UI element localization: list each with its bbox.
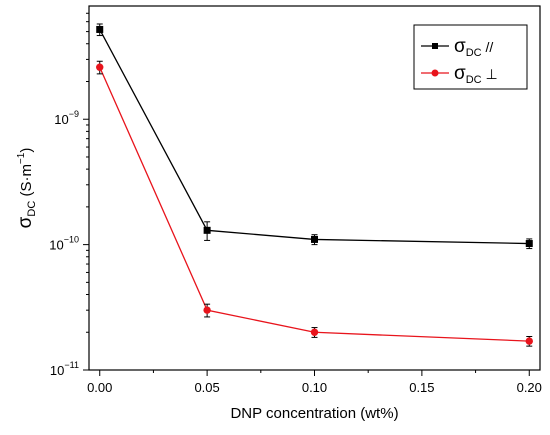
data-point bbox=[203, 226, 211, 234]
y-tick-label: 10−10 bbox=[49, 235, 79, 253]
y-tick-mantissa: 10 bbox=[49, 238, 63, 253]
series-parallel bbox=[96, 23, 533, 250]
y-tick-exponent: −9 bbox=[69, 109, 79, 119]
data-point bbox=[96, 63, 104, 71]
y-tick-label: 10−11 bbox=[50, 360, 79, 378]
y-tick-exponent: −10 bbox=[64, 235, 79, 245]
legend-label-perp-suffix: ⊥ bbox=[482, 66, 498, 82]
legend: σDC // σDC ⊥ bbox=[413, 24, 528, 90]
y-axis-title-sub: DC bbox=[26, 201, 38, 217]
data-point bbox=[310, 328, 319, 336]
x-tick-label: 0.15 bbox=[409, 380, 434, 395]
x-tick-label: 0.05 bbox=[194, 380, 219, 395]
legend-label-parallel-sub: DC bbox=[466, 47, 482, 59]
data-point bbox=[203, 306, 211, 314]
legend-label-perp-main: σ bbox=[454, 63, 466, 84]
data-point bbox=[96, 25, 104, 33]
data-point bbox=[525, 240, 533, 248]
legend-label-parallel-main: σ bbox=[454, 36, 466, 57]
legend-label-perp-sub: DC bbox=[466, 74, 482, 86]
y-tick-mantissa: 10 bbox=[54, 112, 68, 127]
x-tick-label: 0.20 bbox=[517, 380, 542, 395]
y-axis-title-unit-close: ) bbox=[18, 148, 35, 153]
y-axis-title-unit: (S·m bbox=[18, 164, 35, 201]
y-tick-mantissa: 10 bbox=[50, 363, 64, 378]
series-line bbox=[99, 66, 530, 342]
series-line bbox=[99, 29, 530, 245]
series-perpendicular bbox=[96, 60, 533, 347]
legend-label-parallel: σDC // bbox=[454, 36, 493, 59]
legend-marker-perp bbox=[431, 69, 439, 77]
data-point bbox=[525, 337, 533, 345]
legend-label-parallel-suffix: // bbox=[482, 39, 494, 55]
legend-label-perp: σDC ⊥ bbox=[454, 63, 498, 86]
x-tick-label: 0.10 bbox=[302, 380, 327, 395]
y-axis-title: σDC (S·m−1) bbox=[15, 148, 38, 229]
x-axis-title: DNP concentration (wt%) bbox=[230, 405, 398, 422]
x-tick-label: 0.00 bbox=[87, 380, 112, 395]
y-axis-title-unit-sup: −1 bbox=[16, 152, 27, 164]
y-tick-label: 10−9 bbox=[54, 109, 79, 127]
y-tick-exponent: −11 bbox=[64, 360, 79, 370]
data-point bbox=[311, 235, 318, 243]
legend-box bbox=[413, 24, 528, 90]
legend-marker-parallel bbox=[432, 43, 438, 49]
y-axis-title-sigma: σ bbox=[15, 216, 36, 228]
series-layer bbox=[96, 23, 533, 347]
